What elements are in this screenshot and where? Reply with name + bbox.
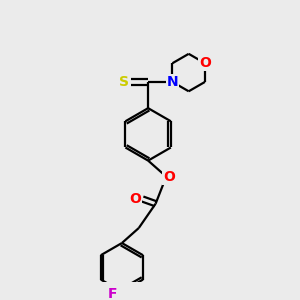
Text: O: O xyxy=(163,170,175,184)
Text: S: S xyxy=(119,75,129,89)
Text: F: F xyxy=(108,286,117,300)
Text: O: O xyxy=(129,192,141,206)
Text: O: O xyxy=(199,56,211,70)
Text: N: N xyxy=(167,75,178,89)
